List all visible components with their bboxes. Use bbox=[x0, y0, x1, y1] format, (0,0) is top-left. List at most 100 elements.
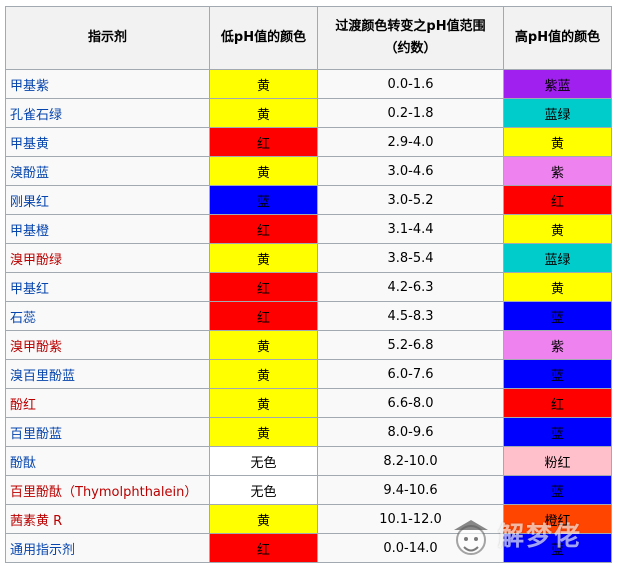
table-row: 刚果红 蓝 3.0-5.2 红 bbox=[5, 185, 612, 215]
transition-range-cell: 0.2-1.8 bbox=[317, 98, 504, 128]
low-ph-color-cell: 黄 bbox=[209, 243, 318, 273]
table-row: 甲基黄 红 2.9-4.0 黄 bbox=[5, 127, 612, 157]
table-row: 溴百里酚蓝 黄 6.0-7.6 蓝 bbox=[5, 359, 612, 389]
transition-range-cell: 4.2-6.3 bbox=[317, 272, 504, 302]
low-ph-color-cell: 黄 bbox=[209, 156, 318, 186]
indicator-name-cell[interactable]: 甲基橙 bbox=[5, 214, 210, 244]
low-ph-color-cell: 黄 bbox=[209, 359, 318, 389]
header-row: 指示剂 低pH值的颜色 过渡颜色转变之pH值范围（约数） 高pH值的颜色 bbox=[5, 6, 612, 70]
low-ph-color-cell: 红 bbox=[209, 214, 318, 244]
indicator-name-cell[interactable]: 酚红 bbox=[5, 388, 210, 418]
table-row: 石蕊 红 4.5-8.3 蓝 bbox=[5, 301, 612, 331]
indicator-name-cell[interactable]: 刚果红 bbox=[5, 185, 210, 215]
indicator-link[interactable]: 石蕊 bbox=[10, 310, 37, 326]
high-ph-color-cell: 黄 bbox=[503, 127, 612, 157]
header-high-ph-color: 高pH值的颜色 bbox=[503, 6, 612, 70]
indicator-name-cell[interactable]: 孔雀石绿 bbox=[5, 98, 210, 128]
indicator-link[interactable]: 刚果红 bbox=[10, 194, 50, 210]
low-ph-color-cell: 黄 bbox=[209, 69, 318, 99]
high-ph-color-cell: 蓝 bbox=[503, 301, 612, 331]
transition-range-cell: 3.0-5.2 bbox=[317, 185, 504, 215]
indicator-name-cell[interactable]: 甲基紫 bbox=[5, 69, 210, 99]
low-ph-color-cell: 无色 bbox=[209, 475, 318, 505]
table-row: 酚酞 无色 8.2-10.0 粉红 bbox=[5, 446, 612, 476]
indicator-name-cell[interactable]: 百里酚酞（Thymolphthalein） bbox=[5, 475, 210, 505]
high-ph-color-cell: 蓝 bbox=[503, 533, 612, 563]
indicator-name-cell[interactable]: 百里酚蓝 bbox=[5, 417, 210, 447]
indicator-link[interactable]: 溴酚蓝 bbox=[10, 165, 50, 181]
indicator-link[interactable]: 酚红 bbox=[10, 397, 37, 413]
indicator-link[interactable]: 甲基橙 bbox=[10, 223, 50, 239]
table-row: 孔雀石绿 黄 0.2-1.8 蓝绿 bbox=[5, 98, 612, 128]
table-row: 甲基红 红 4.2-6.3 黄 bbox=[5, 272, 612, 302]
table-row: 百里酚蓝 黄 8.0-9.6 蓝 bbox=[5, 417, 612, 447]
low-ph-color-cell: 无色 bbox=[209, 446, 318, 476]
low-ph-color-cell: 黄 bbox=[209, 388, 318, 418]
indicator-name-cell[interactable]: 甲基黄 bbox=[5, 127, 210, 157]
high-ph-color-cell: 蓝绿 bbox=[503, 98, 612, 128]
low-ph-color-cell: 红 bbox=[209, 127, 318, 157]
high-ph-color-cell: 蓝 bbox=[503, 359, 612, 389]
indicator-link[interactable]: 百里酚蓝 bbox=[10, 426, 63, 442]
low-ph-color-cell: 黄 bbox=[209, 504, 318, 534]
indicator-link[interactable]: 酚酞 bbox=[10, 455, 37, 471]
indicator-name-cell[interactable]: 溴甲酚绿 bbox=[5, 243, 210, 273]
indicator-link[interactable]: 溴甲酚绿 bbox=[10, 252, 63, 268]
high-ph-color-cell: 红 bbox=[503, 185, 612, 215]
transition-range-cell: 8.0-9.6 bbox=[317, 417, 504, 447]
transition-range-cell: 3.0-4.6 bbox=[317, 156, 504, 186]
table-row: 溴甲酚紫 黄 5.2-6.8 紫 bbox=[5, 330, 612, 360]
indicator-name-cell[interactable]: 溴甲酚紫 bbox=[5, 330, 210, 360]
transition-range-cell: 5.2-6.8 bbox=[317, 330, 504, 360]
transition-range-cell: 10.1-12.0 bbox=[317, 504, 504, 534]
indicator-name-cell[interactable]: 石蕊 bbox=[5, 301, 210, 331]
transition-range-cell: 6.0-7.6 bbox=[317, 359, 504, 389]
high-ph-color-cell: 蓝 bbox=[503, 475, 612, 505]
table-row: 茜素黄 R 黄 10.1-12.0 橙红 bbox=[5, 504, 612, 534]
high-ph-color-cell: 蓝 bbox=[503, 417, 612, 447]
indicator-name-cell[interactable]: 甲基红 bbox=[5, 272, 210, 302]
transition-range-cell: 9.4-10.6 bbox=[317, 475, 504, 505]
high-ph-color-cell: 黄 bbox=[503, 272, 612, 302]
transition-range-cell: 2.9-4.0 bbox=[317, 127, 504, 157]
low-ph-color-cell: 黄 bbox=[209, 330, 318, 360]
low-ph-color-cell: 黄 bbox=[209, 98, 318, 128]
indicator-name-cell[interactable]: 溴百里酚蓝 bbox=[5, 359, 210, 389]
transition-range-cell: 4.5-8.3 bbox=[317, 301, 504, 331]
indicator-link[interactable]: 孔雀石绿 bbox=[10, 107, 63, 123]
low-ph-color-cell: 红 bbox=[209, 533, 318, 563]
indicator-link[interactable]: 茜素黄 R bbox=[10, 513, 63, 529]
transition-range-cell: 6.6-8.0 bbox=[317, 388, 504, 418]
indicator-name-cell[interactable]: 通用指示剂 bbox=[5, 533, 210, 563]
transition-range-cell: 3.1-4.4 bbox=[317, 214, 504, 244]
table-row: 酚红 黄 6.6-8.0 红 bbox=[5, 388, 612, 418]
indicator-link[interactable]: 通用指示剂 bbox=[10, 542, 76, 558]
indicator-link[interactable]: 溴百里酚蓝 bbox=[10, 368, 76, 384]
header-indicator: 指示剂 bbox=[5, 6, 210, 70]
low-ph-color-cell: 红 bbox=[209, 301, 318, 331]
indicator-name-cell[interactable]: 酚酞 bbox=[5, 446, 210, 476]
high-ph-color-cell: 橙红 bbox=[503, 504, 612, 534]
high-ph-color-cell: 蓝绿 bbox=[503, 243, 612, 273]
indicator-link[interactable]: 溴甲酚紫 bbox=[10, 339, 63, 355]
table-row: 溴甲酚绿 黄 3.8-5.4 蓝绿 bbox=[5, 243, 612, 273]
high-ph-color-cell: 红 bbox=[503, 388, 612, 418]
high-ph-color-cell: 粉红 bbox=[503, 446, 612, 476]
low-ph-color-cell: 红 bbox=[209, 272, 318, 302]
indicator-link[interactable]: 甲基黄 bbox=[10, 136, 50, 152]
transition-range-cell: 0.0-1.6 bbox=[317, 69, 504, 99]
indicator-link[interactable]: 甲基紫 bbox=[10, 78, 50, 94]
indicator-name-cell[interactable]: 茜素黄 R bbox=[5, 504, 210, 534]
transition-range-cell: 3.8-5.4 bbox=[317, 243, 504, 273]
high-ph-color-cell: 紫 bbox=[503, 156, 612, 186]
table-row: 通用指示剂 红 0.0-14.0 蓝 bbox=[5, 533, 612, 563]
low-ph-color-cell: 蓝 bbox=[209, 185, 318, 215]
high-ph-color-cell: 紫蓝 bbox=[503, 69, 612, 99]
indicator-name-cell[interactable]: 溴酚蓝 bbox=[5, 156, 210, 186]
indicator-link[interactable]: 百里酚酞（Thymolphthalein） bbox=[10, 484, 198, 500]
indicator-link[interactable]: 甲基红 bbox=[10, 281, 50, 297]
transition-range-cell: 8.2-10.0 bbox=[317, 446, 504, 476]
table-row: 百里酚酞（Thymolphthalein） 无色 9.4-10.6 蓝 bbox=[5, 475, 612, 505]
table-row: 甲基紫 黄 0.0-1.6 紫蓝 bbox=[5, 69, 612, 99]
header-transition-range: 过渡颜色转变之pH值范围（约数） bbox=[317, 6, 504, 70]
